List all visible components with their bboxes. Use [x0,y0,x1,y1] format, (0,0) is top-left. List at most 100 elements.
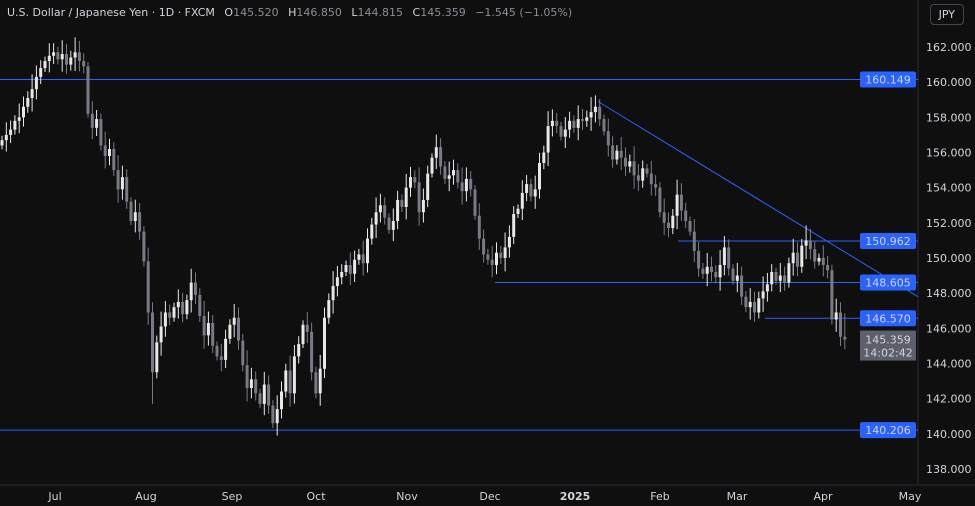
candle-body [533,189,537,197]
candle-body [482,238,486,255]
candle-body [206,323,210,336]
x-tick-label: Dec [479,490,500,503]
candle-body [834,312,838,320]
candle-body [705,266,709,274]
candle-body [421,199,425,213]
candle-body [65,54,68,65]
candle-body [396,199,400,222]
candle-body [538,163,541,190]
candle-body [305,324,309,332]
candle-body [22,106,25,118]
candle-body [757,298,761,313]
candle-body [456,170,460,183]
currency-button[interactable]: JPY [929,4,964,25]
candle-body [735,275,739,281]
candle-body [125,177,129,202]
candle-body [615,150,619,160]
candle-body [142,231,146,262]
x-tick-label: Mar [727,490,748,503]
candle-body [697,250,701,269]
close-value: 145.359 [420,6,466,19]
x-tick-label: May [899,490,922,503]
candle-body [73,52,77,58]
high-label: H [288,6,297,19]
candle-body [224,338,228,360]
candle-body [323,317,326,369]
candle-body [460,182,464,192]
low-value: 144.815 [357,6,404,19]
candle-body [120,177,124,190]
candle-body [499,252,503,258]
candle-body [90,113,94,128]
candle-body [288,370,292,394]
candle-body [525,184,529,193]
candle-body [559,126,563,137]
bar-countdown: 14:02:42 [863,347,912,360]
candle-body [409,177,412,188]
candle-body [598,106,602,120]
candle-body [267,384,271,406]
candle-body [103,145,107,156]
candle-body [611,145,615,160]
candle-body [284,370,288,392]
candle-body [439,147,443,167]
candle-body [86,66,90,114]
candle-body [228,324,232,339]
candle-body [138,212,142,232]
candle-body [245,365,249,389]
level-label-bg [860,71,916,88]
candle-body [361,254,365,264]
change-value: −1.545 (−1.05%) [475,6,573,19]
last-price-label-bg [860,330,916,361]
candle-body [542,152,546,164]
candle-body [821,257,825,265]
candle-body [202,315,206,336]
candle-body [275,409,279,424]
candle-body [744,296,748,308]
candle-body [52,52,56,56]
candle-body [172,307,176,318]
y-tick-label: 146.000 [926,322,972,335]
candle-body [714,272,718,278]
candle-body [628,161,632,167]
candle-body [34,76,38,90]
candle-body [314,372,318,394]
candle-body [163,312,167,327]
candle-body [254,379,258,394]
candle-body [133,212,137,222]
candle-body [619,150,623,158]
level-label: 150.962 [865,235,911,248]
candle-body [374,212,378,225]
candle-body [310,331,314,373]
candle-body [108,148,111,156]
candle-body [112,148,116,171]
candle-body [520,192,524,209]
candle-body [366,238,369,264]
candle-body [787,263,791,283]
y-tick-label: 140.000 [926,428,972,441]
candle-body [727,247,731,269]
candle-body [602,119,606,132]
candle-body [327,300,331,318]
candle-body [26,97,30,107]
candle-body [280,391,283,410]
candle-body [710,266,713,273]
candle-body [292,356,296,394]
candle-body [237,317,240,341]
candle-body [748,301,752,308]
candle-body [667,222,670,229]
candle-body [486,254,490,260]
candle-body [4,134,8,141]
candle-body [211,323,215,346]
x-tick-label: 2025 [560,490,591,503]
candle-body [426,173,430,200]
candle-body [95,119,99,128]
y-tick-label: 154.000 [926,182,972,195]
candle-body [593,106,597,113]
candle-body [469,178,473,190]
candle-body [688,221,692,232]
candle-body [568,120,572,130]
candle-body [116,170,120,190]
candle-body [82,61,86,67]
